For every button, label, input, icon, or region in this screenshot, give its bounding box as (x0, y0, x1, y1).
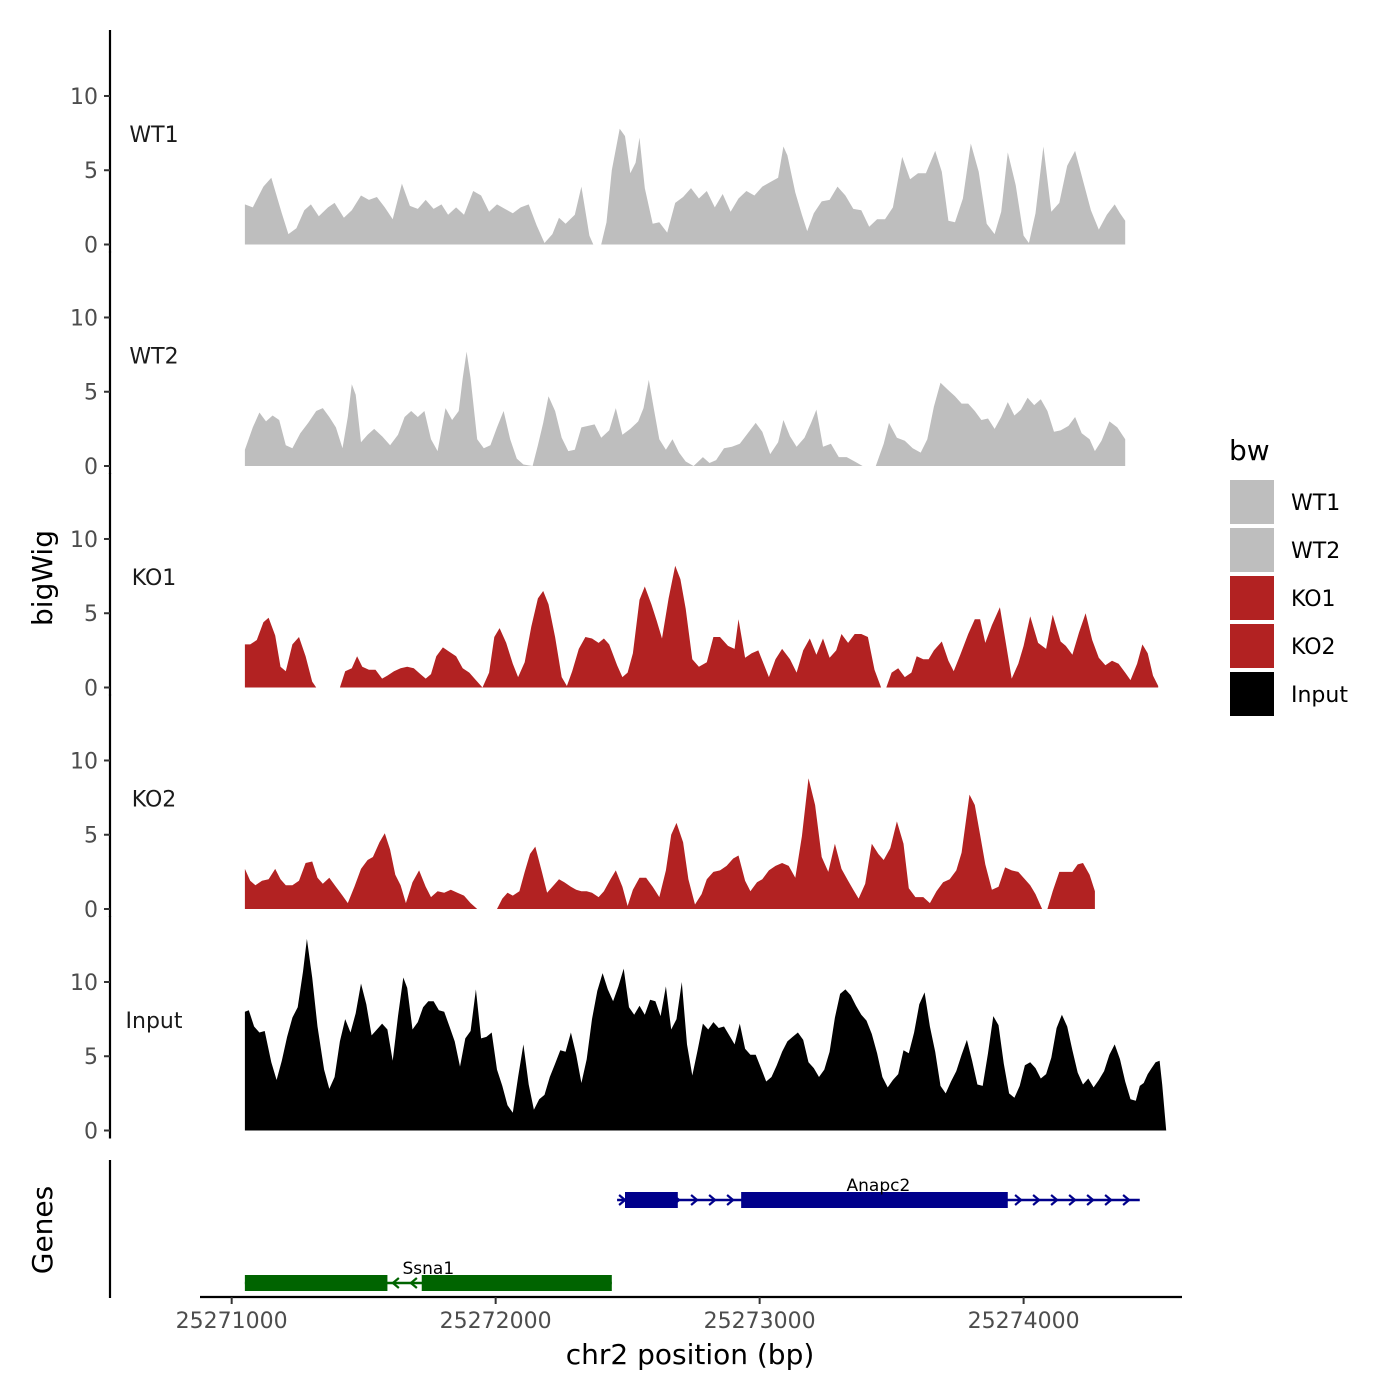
strand-arrow (1122, 1194, 1131, 1206)
coverage-area (244, 565, 1159, 688)
genes-axis-title: Genes (26, 1186, 59, 1274)
y-tick-label: 10 (70, 528, 98, 553)
y-tick-label: 0 (84, 455, 98, 480)
track-label: WT2 (129, 345, 178, 370)
x-tick-label: 25271000 (176, 1309, 288, 1334)
y-tick-label: 10 (70, 971, 98, 996)
gene-exon (741, 1192, 1008, 1208)
strand-arrow (1014, 1194, 1023, 1206)
y-tick-label: 5 (84, 602, 98, 627)
x-axis: 25271000 25272000 25273000 25274000 (176, 1295, 1182, 1334)
legend-swatch (1230, 576, 1274, 620)
y-axis-title: bigWig (26, 530, 59, 626)
track-label: KO1 (132, 566, 177, 591)
legend-swatch (1230, 528, 1274, 572)
strand-arrow (690, 1194, 699, 1206)
y-tick-label: 0 (84, 677, 98, 702)
legend-label: KO1 (1291, 587, 1336, 612)
coverage-area (244, 351, 1126, 466)
y-tick-label: 0 (84, 898, 98, 923)
strand-arrow (1086, 1194, 1095, 1206)
strand-arrow (1050, 1194, 1059, 1206)
coverage-area (244, 938, 1167, 1131)
x-tick-label: 25272000 (440, 1309, 552, 1334)
gene-name-label: Ssna1 (403, 1259, 455, 1279)
legend: bw WT1 WT2 KO1 KO2 Input (1229, 434, 1348, 716)
track-ko1: 0 5 10 KO1 (70, 473, 1159, 702)
legend-label: WT2 (1291, 539, 1340, 564)
strand-arrow (1032, 1194, 1041, 1206)
tracks-group: 0 5 10 WT1 0 5 10 WT2 0 5 10 KO1 0 5 10 KO2 0 5 10 Input (70, 30, 1167, 1145)
gene-exon (421, 1275, 612, 1291)
y-tick-label: 0 (84, 1120, 98, 1145)
genes-group: Ssna1 Anapc2 (108, 1160, 1140, 1298)
gene-exon (625, 1192, 678, 1208)
legend-label: Input (1291, 683, 1348, 708)
y-tick-label: 5 (84, 159, 98, 184)
track-label: WT1 (129, 123, 178, 148)
x-tick-label: 25273000 (704, 1309, 816, 1334)
coverage-area (244, 128, 1126, 245)
gene-name-label: Anapc2 (847, 1176, 911, 1196)
strand-arrow (726, 1194, 735, 1206)
track-ko2: 0 5 10 KO2 (70, 694, 1095, 923)
y-tick-label: 10 (70, 85, 98, 110)
legend-swatch (1230, 480, 1274, 524)
gene-anapc2: Anapc2 (617, 1176, 1140, 1208)
strand-arrow (1104, 1194, 1113, 1206)
strand-arrow (409, 1277, 418, 1289)
legend-label: WT1 (1291, 491, 1340, 516)
gene-exon (244, 1275, 388, 1291)
track-input: 0 5 10 Input (70, 916, 1167, 1145)
gene-ssna1: Ssna1 (244, 1259, 612, 1291)
strand-arrow (391, 1277, 400, 1289)
y-tick-label: 5 (84, 1045, 98, 1070)
track-label: Input (126, 1009, 183, 1034)
y-tick-label: 5 (84, 824, 98, 849)
legend-title: bw (1229, 434, 1270, 467)
legend-swatch (1230, 624, 1274, 668)
y-tick-label: 10 (70, 306, 98, 331)
legend-swatch (1230, 672, 1274, 716)
track-label: KO2 (132, 788, 177, 813)
y-tick-label: 0 (84, 234, 98, 259)
track-wt2: 0 5 10 WT2 (70, 251, 1126, 480)
strand-arrow (708, 1194, 717, 1206)
y-tick-label: 5 (84, 381, 98, 406)
coverage-area (244, 778, 1095, 909)
y-tick-label: 10 (70, 749, 98, 774)
strand-arrow (1068, 1194, 1077, 1206)
track-wt1: 0 5 10 WT1 (70, 30, 1126, 259)
legend-label: KO2 (1291, 635, 1336, 660)
x-tick-label: 25274000 (968, 1309, 1080, 1334)
x-axis-title: chr2 position (bp) (566, 1338, 815, 1371)
